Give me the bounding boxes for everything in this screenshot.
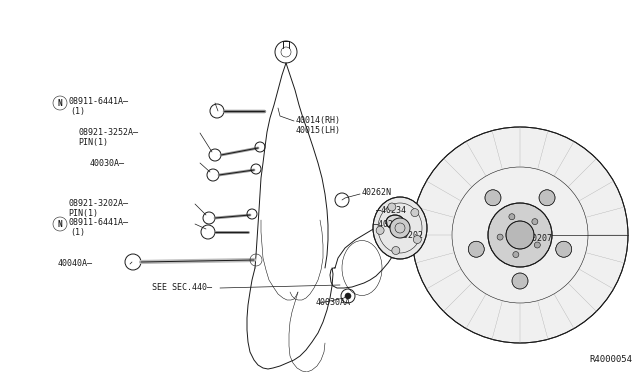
Text: N: N (58, 99, 62, 108)
Circle shape (512, 273, 528, 289)
Circle shape (485, 190, 501, 206)
Text: 08921-3202A—: 08921-3202A— (68, 199, 128, 208)
Text: 40262N: 40262N (362, 188, 392, 197)
Ellipse shape (386, 215, 404, 229)
Text: 40014(RH): 40014(RH) (296, 116, 341, 125)
Text: —40222: —40222 (373, 220, 403, 229)
Text: —40234: —40234 (376, 206, 406, 215)
Circle shape (556, 241, 572, 257)
Circle shape (413, 235, 421, 244)
Circle shape (388, 203, 396, 211)
Text: (1): (1) (70, 107, 85, 116)
Text: (1): (1) (70, 228, 85, 237)
Circle shape (534, 242, 540, 248)
Text: 40015(LH): 40015(LH) (296, 126, 341, 135)
Circle shape (376, 227, 384, 234)
Circle shape (390, 218, 410, 238)
Circle shape (411, 209, 419, 217)
Circle shape (539, 190, 555, 206)
Circle shape (497, 234, 503, 240)
Circle shape (513, 251, 519, 257)
Circle shape (488, 203, 552, 267)
Text: —40202: —40202 (393, 231, 423, 240)
Text: 40030AA: 40030AA (316, 298, 351, 307)
Text: 40030A—: 40030A— (90, 159, 125, 168)
Text: N: N (58, 219, 62, 228)
Text: PIN(1): PIN(1) (68, 209, 98, 218)
Text: SEE SEC.440—: SEE SEC.440— (152, 283, 212, 292)
Text: 08921-3252A—: 08921-3252A— (78, 128, 138, 137)
Circle shape (532, 219, 538, 225)
Circle shape (345, 293, 351, 299)
Circle shape (392, 247, 400, 254)
Text: 08911-6441A—: 08911-6441A— (68, 97, 128, 106)
Text: 08911-6441A—: 08911-6441A— (68, 218, 128, 227)
Text: R4000054: R4000054 (589, 355, 632, 364)
Text: —40207: —40207 (522, 234, 552, 243)
Circle shape (506, 221, 534, 249)
Circle shape (412, 127, 628, 343)
Text: PIN(1): PIN(1) (78, 138, 108, 147)
Circle shape (468, 241, 484, 257)
Circle shape (509, 214, 515, 220)
Text: 40040A—: 40040A— (58, 259, 93, 268)
Ellipse shape (373, 197, 427, 259)
